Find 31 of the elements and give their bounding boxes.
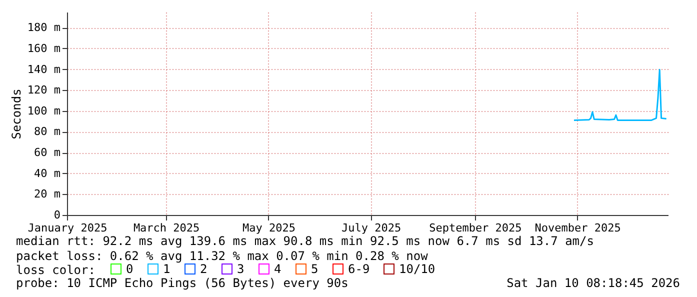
legend-label: 2	[200, 262, 208, 276]
legend-label: 0	[126, 262, 134, 276]
text: median rtt: 92.2 ms avg 139.6 ms max 90.8 ms min 92.5 ms now 6.7 ms sd 13.7 am/s	[16, 234, 594, 248]
x-tick-label: March 2025	[133, 222, 200, 234]
x-tick-label: November 2025	[534, 222, 621, 234]
y-tick-label: 180 m	[27, 21, 61, 34]
legend-label: 10/10	[399, 262, 436, 276]
y-tick-label: 80 m	[34, 125, 61, 138]
legend-label: 4	[274, 262, 282, 276]
legend-label: 3	[237, 262, 244, 276]
y-tick-label: 160 m	[27, 42, 61, 55]
x-tick-label: May 2025	[242, 222, 296, 234]
text: probe: 10 ICMP Echo Pings (56 Bytes) every 90s	[16, 276, 348, 290]
x-tick-label: July 2025	[342, 222, 402, 234]
text: packet loss: 0.62 % avg 11.32 % max 0.07 % min 0.28 % now	[16, 249, 429, 263]
legend-label: 6-9	[348, 262, 370, 276]
x-tick-label: September 2025	[429, 222, 522, 234]
y-tick-label: 20 m	[34, 188, 61, 201]
y-tick-label: 140 m	[27, 62, 61, 76]
text: Sat Jan 10 08:18:45 2026	[506, 276, 680, 290]
line-series	[573, 68, 668, 122]
x-tick-label: January 2025	[28, 222, 108, 234]
y-axis-title: Seconds	[9, 88, 24, 140]
y-tick-label: 100 m	[27, 104, 61, 118]
y-tick-label: 120 m	[27, 84, 61, 97]
y-tick-label: 60 m	[34, 146, 61, 160]
y-tick-label: 0	[54, 208, 60, 222]
legend-title: loss color:	[16, 263, 96, 277]
y-tick-label: 40 m	[34, 166, 61, 180]
legend-label: 5	[311, 262, 318, 276]
legend-label: 1	[163, 262, 170, 276]
